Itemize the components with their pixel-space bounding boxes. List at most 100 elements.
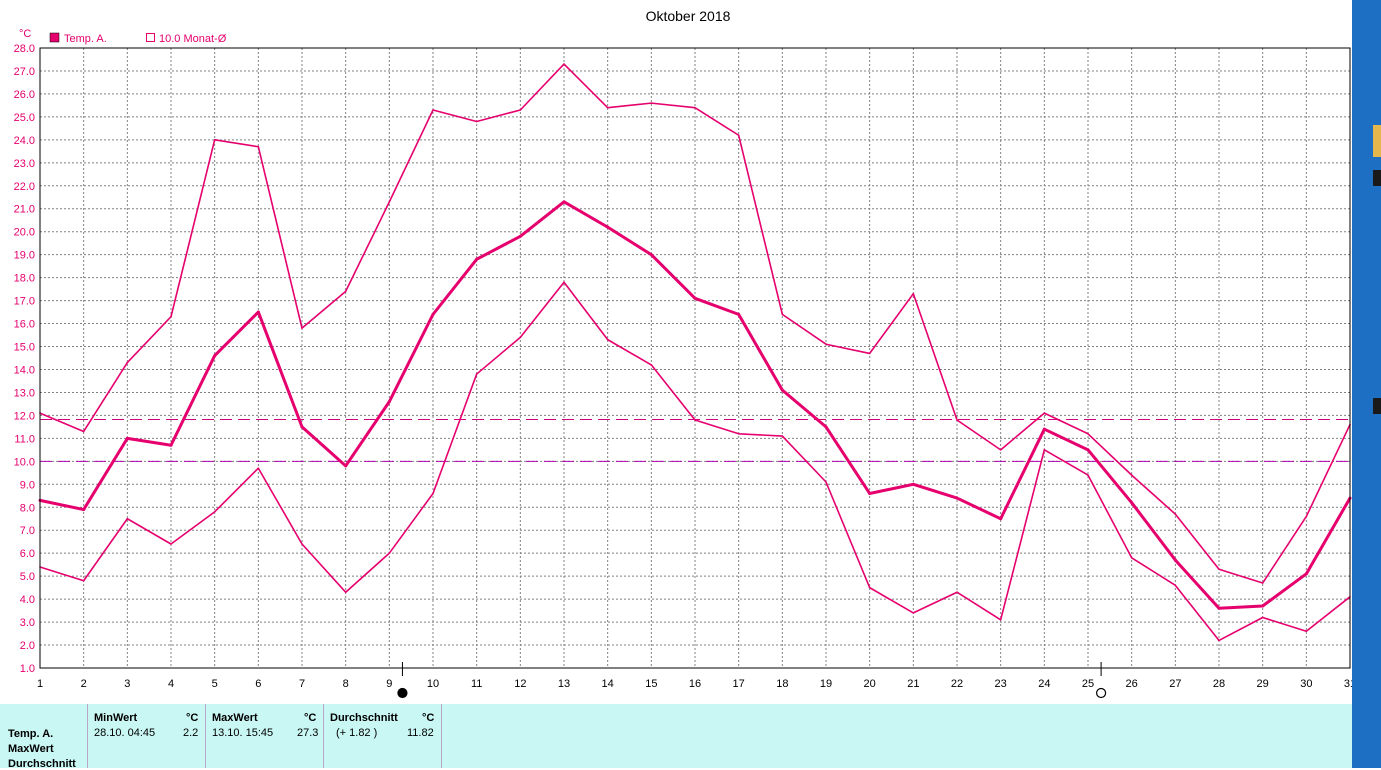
y-tick-label: 7.0 <box>20 525 35 537</box>
data-point-mean <box>868 491 872 495</box>
data-point-min <box>868 586 871 589</box>
x-tick-label: 30 <box>1300 678 1312 690</box>
data-point-min <box>825 481 827 483</box>
y-tick-label: 5.0 <box>20 571 35 583</box>
data-point-min <box>999 618 1002 621</box>
y-tick-label: 8.0 <box>20 502 35 514</box>
data-point-max <box>650 102 653 104</box>
data-point-max <box>257 145 260 148</box>
data-point-mean <box>300 425 304 429</box>
y-tick-label: 17.0 <box>14 296 35 308</box>
x-tick-label: 9 <box>386 678 392 690</box>
maxwert-unit: °C <box>304 712 317 724</box>
y-tick-label: 15.0 <box>14 342 35 354</box>
data-point-min <box>1130 556 1133 559</box>
data-point-mean <box>213 354 217 358</box>
data-point-mean <box>344 464 348 468</box>
data-point-min <box>344 591 347 594</box>
data-point-max <box>912 292 915 295</box>
x-tick-label: 28 <box>1213 678 1225 690</box>
x-tick-label: 10 <box>427 678 439 690</box>
data-point-min <box>432 492 434 495</box>
data-point-max <box>737 134 740 137</box>
data-point-min <box>213 511 216 513</box>
data-point-mean <box>562 200 566 204</box>
data-point-max <box>170 315 172 318</box>
x-tick-label: 23 <box>995 678 1007 690</box>
data-point-min <box>1261 616 1264 619</box>
x-tick-label: 4 <box>168 678 174 690</box>
y-tick-label: 9.0 <box>20 479 35 491</box>
x-axis-ticks: 1 2 3 4 5 6 7 8 9 10 11 12 13 14 15 16 17 18 19 20 21 22 23 24 2… <box>37 678 1352 690</box>
y-tick-label: 28.0 <box>14 43 35 55</box>
data-point-max <box>301 327 303 329</box>
y-tick-label: 13.0 <box>14 387 35 399</box>
y-tick-label: 25.0 <box>14 112 35 124</box>
y-tick-label: 27.0 <box>14 66 35 78</box>
data-point-mean <box>431 312 435 316</box>
desktop-background-strip <box>1352 0 1381 768</box>
data-point-max <box>1218 568 1220 571</box>
y-tick-label: 6.0 <box>20 548 35 560</box>
durchschnitt-delta: (+ 1.82 ) <box>336 727 378 739</box>
data-point-mean <box>824 425 828 429</box>
data-point-max <box>606 106 609 109</box>
x-tick-label: 18 <box>776 678 788 690</box>
data-point-min <box>1043 449 1046 451</box>
x-tick-label: 29 <box>1257 678 1269 690</box>
data-point-max <box>694 106 696 109</box>
y-axis-unit: °C <box>19 28 31 40</box>
y-tick-label: 22.0 <box>14 181 35 193</box>
data-point-min <box>1218 639 1220 642</box>
x-tick-label: 24 <box>1038 678 1050 690</box>
data-point-mean <box>125 436 129 440</box>
x-tick-label: 19 <box>820 678 832 690</box>
data-point-mean <box>780 388 784 392</box>
data-point-mean <box>606 225 610 229</box>
legend-swatch-filled <box>49 32 60 43</box>
minwert-cell: MinWert °C 28.10. 04:45 2.2 <box>87 704 206 768</box>
data-point-mean <box>1086 448 1090 452</box>
y-tick-label: 24.0 <box>14 135 35 147</box>
data-point-min <box>1087 474 1089 476</box>
x-tick-label: 15 <box>645 678 657 690</box>
x-tick-label: 27 <box>1169 678 1181 690</box>
new-moon-icon <box>397 687 408 699</box>
data-point-mean <box>649 253 653 257</box>
y-tick-label: 16.0 <box>14 319 35 331</box>
data-point-min <box>301 543 303 545</box>
row-label-temp: Temp. A. <box>8 728 54 740</box>
x-tick-label: 2 <box>81 678 87 690</box>
x-tick-label: 22 <box>951 678 963 690</box>
y-tick-label: 4.0 <box>20 594 35 606</box>
y-tick-label: 1.0 <box>20 663 35 675</box>
data-point-max <box>126 361 129 364</box>
full-moon-icon <box>1095 687 1107 699</box>
series-lines <box>38 63 1352 642</box>
data-point-min <box>650 364 653 366</box>
durchschnitt-unit: °C <box>422 712 435 724</box>
x-tick-label: 8 <box>343 678 349 690</box>
data-point-max <box>388 201 391 203</box>
y-tick-label: 10.0 <box>14 456 35 468</box>
x-tick-label: 12 <box>514 678 526 690</box>
data-point-min <box>606 338 609 341</box>
y-tick-label: 2.0 <box>20 640 35 652</box>
data-point-max <box>563 63 565 65</box>
data-point-max <box>1130 474 1133 476</box>
data-point-max <box>825 343 827 346</box>
data-point-mean <box>256 310 260 314</box>
data-point-mean <box>1304 572 1308 576</box>
y-tick-label: 14.0 <box>14 364 35 376</box>
data-point-mean <box>1217 606 1221 610</box>
chart-title: Oktober 2018 <box>646 8 731 24</box>
data-point-min <box>563 281 565 284</box>
data-point-min <box>1305 630 1308 633</box>
data-point-min <box>257 467 260 470</box>
x-tick-label: 13 <box>558 678 570 690</box>
data-point-max <box>1261 582 1264 584</box>
temperature-chart: Oktober 2018 °C Temp. A. 10.0 Monat-Ø 28… <box>14 8 1352 699</box>
data-point-mean <box>1173 558 1177 562</box>
data-point-max <box>956 419 958 421</box>
y-tick-label: 26.0 <box>14 89 35 101</box>
